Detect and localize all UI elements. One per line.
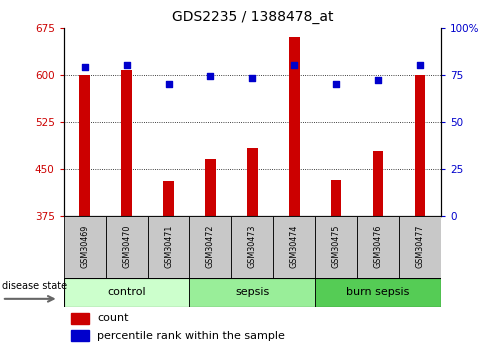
FancyBboxPatch shape [64,278,190,307]
FancyBboxPatch shape [64,216,106,278]
Text: GSM30475: GSM30475 [332,225,341,268]
Text: GSM30473: GSM30473 [248,225,257,268]
Point [291,62,298,68]
FancyBboxPatch shape [273,216,315,278]
Text: GSM30477: GSM30477 [416,225,424,268]
FancyBboxPatch shape [190,216,231,278]
Bar [289,37,299,216]
FancyBboxPatch shape [315,216,357,278]
Text: GSM30472: GSM30472 [206,225,215,268]
Title: GDS2235 / 1388478_at: GDS2235 / 1388478_at [172,10,333,24]
Point [81,64,89,70]
FancyBboxPatch shape [315,278,441,307]
Bar [415,75,425,216]
Bar [247,148,258,216]
Bar [205,159,216,216]
Point [206,74,214,79]
FancyBboxPatch shape [399,216,441,278]
Bar [79,75,90,216]
Text: disease state: disease state [2,281,67,291]
FancyBboxPatch shape [106,216,147,278]
Text: GSM30469: GSM30469 [80,225,89,268]
Point [248,76,256,81]
Bar [373,151,383,216]
Bar [122,70,132,216]
Bar [71,313,89,324]
Point [165,81,172,87]
FancyBboxPatch shape [357,216,399,278]
Text: percentile rank within the sample: percentile rank within the sample [97,331,285,341]
Bar [71,330,89,341]
Text: sepsis: sepsis [235,287,270,297]
Text: GSM30474: GSM30474 [290,225,299,268]
Text: GSM30476: GSM30476 [373,225,383,268]
Point [374,78,382,83]
Point [332,81,340,87]
FancyBboxPatch shape [231,216,273,278]
Bar [163,181,174,216]
Text: GSM30470: GSM30470 [122,225,131,268]
FancyBboxPatch shape [190,278,315,307]
Point [416,62,424,68]
Text: count: count [97,314,128,323]
Text: GSM30471: GSM30471 [164,225,173,268]
Point [122,62,130,68]
Text: control: control [107,287,146,297]
Bar [331,180,342,216]
Text: burn sepsis: burn sepsis [346,287,410,297]
FancyBboxPatch shape [147,216,190,278]
